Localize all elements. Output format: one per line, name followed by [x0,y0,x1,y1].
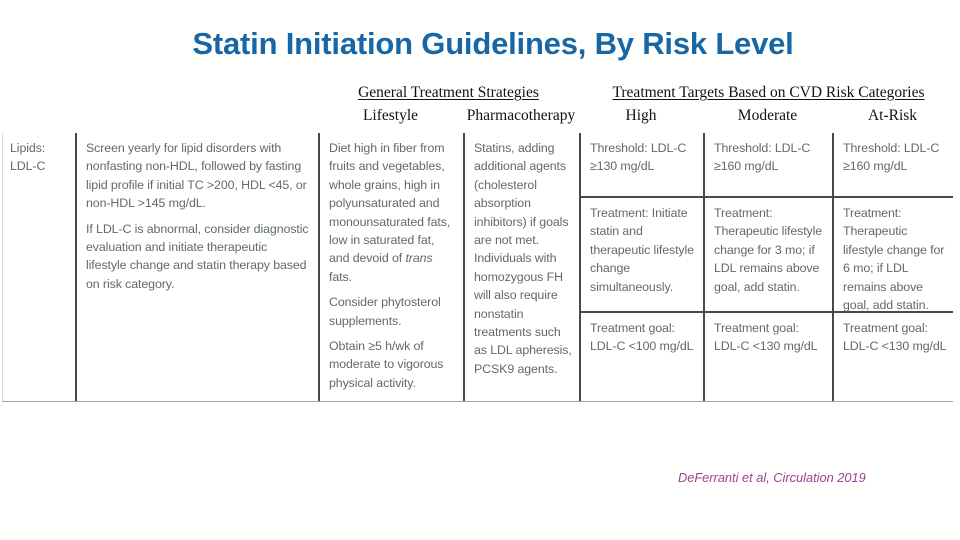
screening-paragraph-1: Screen yearly for lipid disorders with n… [86,141,307,211]
lifestyle-p1-text: Diet high in fiber from fruits and veget… [329,141,451,266]
high-threshold-cell: Threshold: LDL-C ≥130 mg/dL [581,133,703,198]
risk-column-high: Threshold: LDL-C ≥130 mg/dL Treatment: I… [579,133,703,401]
pharmacotherapy-paragraph: Statins, adding additional agents (chole… [474,141,572,376]
high-treatment-cell: Treatment: Initiate statin and therapeut… [581,198,703,313]
group-header-general-treatment-strategies: General Treatment Strategies [358,84,539,101]
lifestyle-paragraph-3: Obtain ≥5 h/wk of moderate to vigorous p… [329,339,444,390]
row-label-line1: Lipids: [10,141,46,155]
column-header-lifestyle: Lifestyle [362,107,419,124]
lifestyle-p1-tail: fats. [329,269,352,284]
at-risk-threshold-cell: Threshold: LDL-C ≥160 mg/dL [834,133,953,198]
column-header-pharmacotherapy: Pharmacotherapy [466,107,576,124]
lifestyle-p1-italic-trans: trans [405,251,433,266]
moderate-goal-cell: Treatment goal: LDL-C <130 mg/dL [714,321,818,354]
column-header-high: High [625,107,657,124]
row-label-line2: LDL-C [10,159,46,174]
column-header-moderate: Moderate [737,107,798,124]
cell-lifestyle: Diet high in fiber from fruits and veget… [318,133,463,401]
risk-column-moderate: Threshold: LDL-C ≥160 mg/dL Treatment: T… [703,133,832,401]
row-label-lipids-ldl-c: Lipids: LDL-C [2,133,75,401]
citation-text: DeFerranti et al, Circulation 2019 [678,470,866,485]
lifestyle-paragraph-2: Consider phytosterol supplements. [329,295,441,328]
column-header-at-risk: At-Risk [867,107,918,124]
at-risk-treatment-cell: Treatment: Therapeutic lifestyle change … [834,198,953,313]
at-risk-goal-cell: Treatment goal: LDL-C <130 mg/dL [843,321,947,354]
guidelines-table: Lipids: LDL-C Screen yearly for lipid di… [2,133,953,402]
page-title: Statin Initiation Guidelines, By Risk Le… [192,26,794,61]
lifestyle-paragraph-1: Diet high in fiber from fruits and veget… [329,139,457,286]
group-header-treatment-targets: Treatment Targets Based on CVD Risk Cate… [612,84,925,101]
moderate-threshold-cell: Threshold: LDL-C ≥160 mg/dL [705,133,832,198]
high-goal-cell: Treatment goal: LDL-C <100 mg/dL [590,321,694,354]
risk-column-at-risk: Threshold: LDL-C ≥160 mg/dL Treatment: T… [832,133,953,401]
cell-screening: Screen yearly for lipid disorders with n… [75,133,318,401]
cell-pharmacotherapy: Statins, adding additional agents (chole… [463,133,579,401]
screening-paragraph-2: If LDL-C is abnormal, consider diagnosti… [86,221,309,291]
moderate-treatment-cell: Treatment: Therapeutic lifestyle change … [705,198,832,313]
